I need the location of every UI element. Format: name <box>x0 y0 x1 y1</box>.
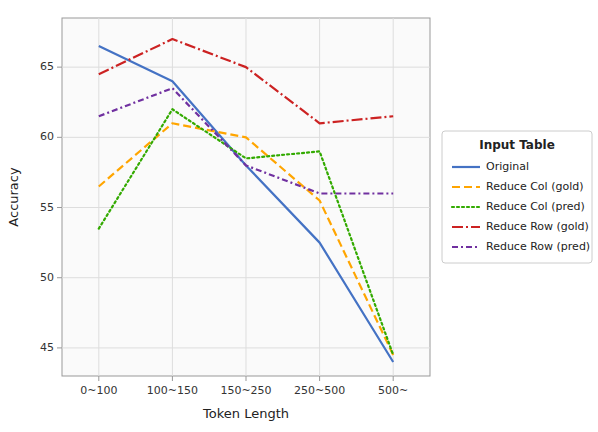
tick-mark <box>57 137 62 138</box>
legend-label: Reduce Col (pred) <box>486 200 585 213</box>
tick-label: 0~100 <box>80 384 117 397</box>
tick-label: 500~ <box>378 384 408 397</box>
tick-label: 50 <box>40 271 54 284</box>
legend-box <box>442 131 592 263</box>
tick-label: 45 <box>40 341 54 354</box>
tick-label: 55 <box>40 201 54 214</box>
chart: 45 50 55 60 65 0~100 100~150 150~250 250~500 500~… <box>0 0 598 432</box>
grid-line <box>172 18 173 376</box>
grid-line <box>246 18 247 376</box>
legend-label: Reduce Col (gold) <box>486 180 583 193</box>
tick-mark <box>98 376 99 381</box>
tick-label: 100~150 <box>147 384 198 397</box>
tick-mark <box>57 207 62 208</box>
legend-label: Reduce Row (gold) <box>486 220 589 233</box>
tick-mark <box>57 277 62 278</box>
series-group <box>99 39 393 362</box>
tick-mark <box>246 376 247 381</box>
legend-swatch <box>452 166 480 168</box>
series-line <box>99 46 393 362</box>
axes: 45 50 55 60 65 0~100 100~150 150~250 250~500 500~ <box>40 60 408 397</box>
legend-swatch <box>452 206 480 208</box>
tick-mark <box>319 376 320 381</box>
tick-mark <box>57 347 62 348</box>
series-line <box>99 39 393 123</box>
axis-label: Token Length <box>202 406 289 421</box>
grid-line <box>319 18 320 376</box>
plot-frame <box>62 18 430 376</box>
legend-title: Input Table <box>479 138 555 152</box>
tick-label: 60 <box>40 130 54 143</box>
tick-mark <box>57 67 62 68</box>
legend-label: Reduce Row (pred) <box>486 240 590 253</box>
series-line <box>99 109 393 355</box>
tick-label: 150~250 <box>220 384 271 397</box>
grid-line <box>393 18 394 376</box>
legend-swatch <box>452 226 480 228</box>
legend-swatch <box>452 186 480 188</box>
chart-container: 45 50 55 60 65 0~100 100~150 150~250 250~500 500~… <box>0 0 598 432</box>
legend-swatch <box>452 246 480 248</box>
grid-line <box>98 18 99 376</box>
legend: Input Table Original Reduce Col (gold) Redu… <box>442 131 592 263</box>
axis-label: Accuracy <box>6 167 21 227</box>
series-line <box>99 88 393 193</box>
series-line <box>99 123 393 355</box>
tick-mark <box>172 376 173 381</box>
legend-label: Original <box>486 160 529 173</box>
grid <box>62 18 430 376</box>
tick-label: 250~500 <box>294 384 345 397</box>
tick-label: 65 <box>40 60 54 73</box>
tick-mark <box>393 376 394 381</box>
